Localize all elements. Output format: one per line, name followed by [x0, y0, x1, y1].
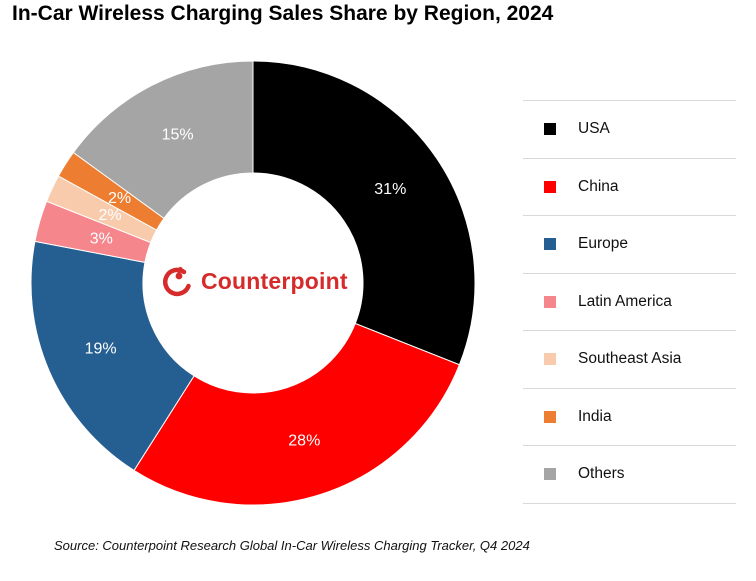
chart-title: In-Car Wireless Charging Sales Share by …: [12, 2, 554, 25]
data-label-latin-america: 3%: [90, 230, 113, 247]
data-label-europe: 19%: [85, 340, 117, 357]
brand-name: Counterpoint: [201, 267, 348, 294]
legend-item-usa: USA: [523, 101, 736, 159]
legend-item-china: China: [523, 159, 736, 216]
legend-item-europe: Europe: [523, 216, 736, 274]
legend-swatch-latin-america: [544, 295, 556, 308]
counterpoint-logo-icon: [163, 266, 191, 297]
slice-others: [72, 60, 254, 220]
source-note: Source: Counterpoint Research Global In-…: [54, 538, 530, 553]
slice-usa: [252, 60, 476, 366]
slice-europe: [30, 240, 195, 472]
data-label-southeast-asia: 2%: [98, 207, 121, 224]
legend-swatch-others: [544, 468, 556, 481]
legend-label-usa: USA: [578, 120, 610, 138]
legend-swatch-southeast-asia: [544, 353, 556, 366]
legend-item-india: India: [523, 389, 736, 446]
data-label-others: 15%: [162, 127, 194, 144]
slice-china: [133, 322, 461, 506]
legend-item-southeast-asia: Southeast Asia: [523, 331, 736, 389]
legend-swatch-europe: [544, 238, 556, 251]
data-label-china: 28%: [288, 432, 320, 449]
legend-item-others: Others: [523, 446, 736, 504]
data-label-usa: 31%: [374, 181, 406, 198]
data-label-india: 2%: [108, 190, 131, 207]
legend-label-china: China: [578, 177, 619, 195]
legend: USA China Europe Latin America Southeast Asi…: [523, 100, 736, 504]
legend-swatch-china: [544, 180, 556, 193]
legend-item-latin-america: Latin America: [523, 274, 736, 331]
legend-label-europe: Europe: [578, 235, 628, 253]
legend-swatch-india: [544, 410, 556, 423]
brand-logo: Counterpoint: [163, 264, 348, 298]
legend-swatch-usa: [544, 123, 556, 136]
legend-label-india: India: [578, 407, 612, 425]
legend-label-others: Others: [578, 465, 625, 483]
legend-label-southeast-asia: Southeast Asia: [578, 350, 682, 368]
legend-label-latin-america: Latin America: [578, 292, 672, 310]
